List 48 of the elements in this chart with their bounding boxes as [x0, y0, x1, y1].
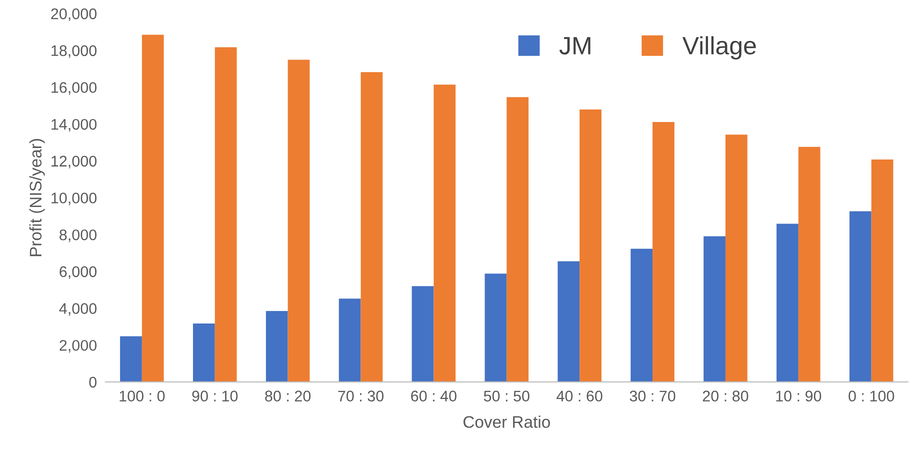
- y-tick-label: 8,000: [60, 229, 97, 242]
- bar: [580, 110, 602, 382]
- y-tick-label: 4,000: [59, 303, 97, 316]
- x-tick-label: 50 : 50: [484, 390, 530, 402]
- x-tick-label: 80 : 20: [265, 390, 311, 402]
- bar: [266, 311, 288, 382]
- bar: [360, 72, 383, 382]
- y-tick-label: 6,000: [60, 266, 97, 279]
- x-axis-title: Cover Ratio: [463, 416, 550, 428]
- bar: [120, 336, 142, 382]
- legend-label: JM: [559, 37, 590, 55]
- bar: [652, 122, 674, 382]
- x-tick-label: 10 : 90: [776, 390, 822, 402]
- bar: [214, 47, 237, 382]
- bar: [704, 236, 726, 382]
- x-tick-label: 60 : 40: [411, 390, 456, 402]
- bar: [506, 97, 529, 382]
- bar: [142, 34, 164, 382]
- bar: [192, 324, 215, 382]
- x-tick-label: 0 : 100: [848, 390, 894, 402]
- bar: [412, 286, 434, 382]
- bar: [871, 159, 894, 382]
- y-tick-label: 0: [89, 376, 97, 388]
- bar: [288, 60, 310, 382]
- y-tick-label: 20,000: [51, 8, 97, 22]
- bar: [630, 248, 653, 382]
- bar: [725, 134, 748, 382]
- x-tick-label: 30 : 70: [630, 390, 676, 402]
- y-tick-label: 2,000: [60, 340, 97, 353]
- y-tick-label: 14,000: [52, 118, 97, 132]
- y-tick-label: 16,000: [52, 82, 97, 95]
- y-axis-title: Profit (NIS/year): [29, 139, 45, 256]
- bar: [798, 146, 820, 382]
- y-tick-label: 12,000: [52, 156, 97, 168]
- x-tick-label: 90 : 10: [192, 390, 238, 402]
- x-tick-label: 40 : 60: [556, 390, 602, 402]
- x-tick-label: 70 : 30: [338, 390, 384, 402]
- bar: [849, 211, 872, 382]
- bar: [338, 298, 361, 382]
- bar: [558, 261, 580, 382]
- bar: [434, 84, 456, 382]
- bar: [776, 224, 798, 382]
- legend-label: Village: [682, 36, 756, 60]
- y-tick-label: 10,000: [52, 192, 97, 206]
- x-tick-label: 100 : 0: [120, 390, 165, 402]
- bar: [484, 274, 507, 382]
- y-tick-label: 18,000: [52, 45, 97, 58]
- x-tick-label: 20 : 80: [702, 390, 748, 402]
